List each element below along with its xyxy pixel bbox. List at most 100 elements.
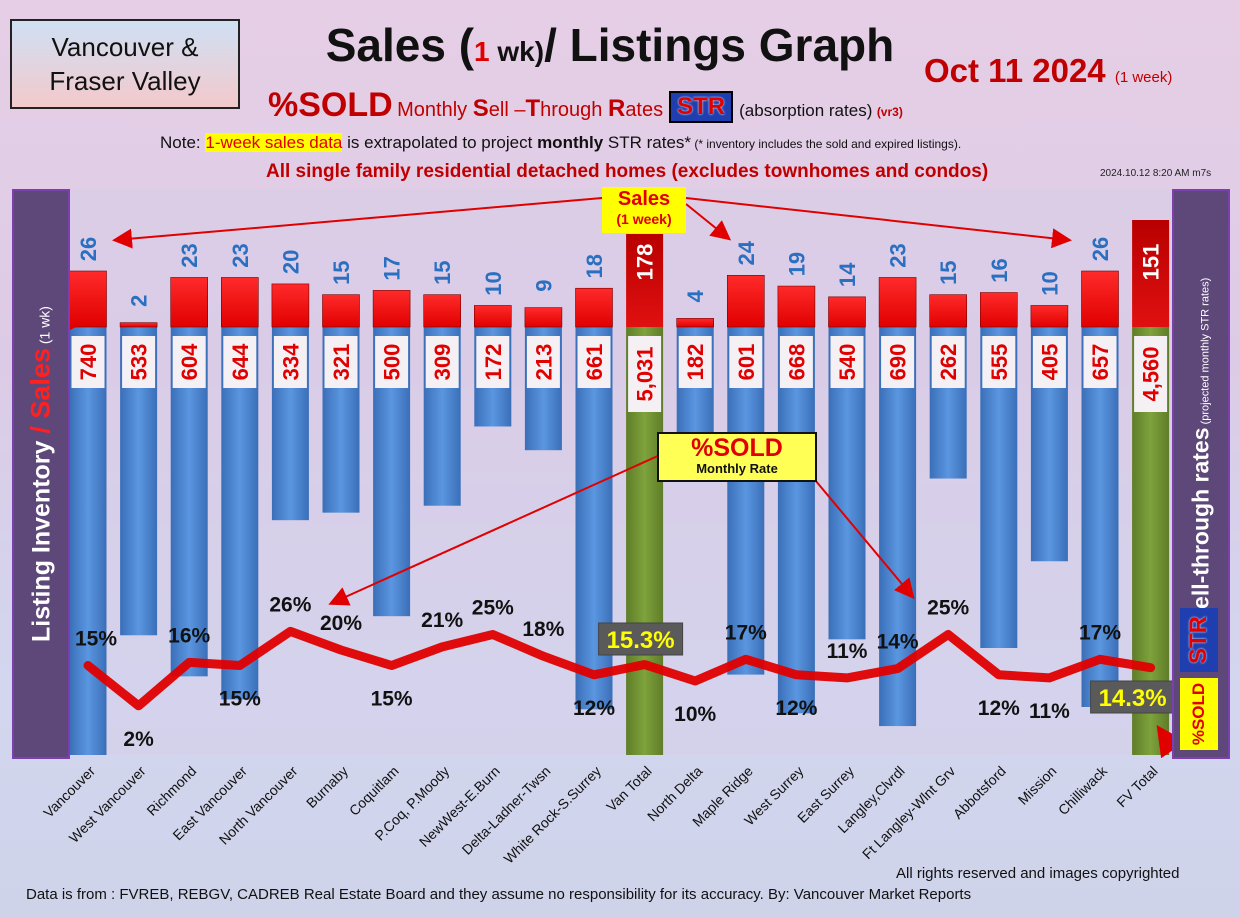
sales-bar [423,294,462,328]
rate-label: 11% [1029,700,1070,723]
sales-bar [271,283,310,328]
sales-bar [524,307,563,328]
listing-label-bg [425,336,459,388]
listing-label: 321 [329,344,354,381]
copyright: All rights reserved and images copyright… [896,865,1180,882]
absorption-text: (absorption rates) [739,101,873,120]
note-mid: is extrapolated to project [342,133,538,152]
source-line: Data is from : FVREB, REBGV, CADREB Real… [26,886,972,903]
right-sold-text: %SOLD [1189,682,1208,746]
rate-label: 12% [775,697,817,720]
right-str-text: STR [1185,616,1212,664]
right-axis-small: (projected monthly STR rates) [1199,277,1212,428]
listing-label-bg [1032,336,1066,388]
category-label: Ft Langley-Wlnt Grv [859,763,958,862]
note-after: STR rates* [603,133,692,152]
listing-label: 668 [784,344,809,381]
right-axis-band: Sell-through rates (projected monthly ST… [1172,189,1230,759]
listing-label-bg [122,336,156,388]
sales-label: 10 [1037,271,1062,295]
category-label: FV Total [1113,763,1160,810]
timestamp: 2024.10.12 8:20 AM m7s [1100,168,1212,179]
rate-label: 25% [927,597,969,620]
sales-label: 26 [76,237,101,261]
sales-label: 23 [886,243,911,267]
listing-label: 500 [380,344,405,381]
sales-bar [372,290,411,328]
left-axis-sales: Sales [25,348,56,419]
sales-label: 24 [734,240,759,265]
sales-bar [69,270,107,328]
rate-label: 25% [472,597,514,620]
listing-label-bg [931,336,965,388]
sales-label: 16 [987,258,1012,282]
listing-label: 604 [177,343,202,380]
listing-label: 405 [1037,344,1062,381]
sales-bar [626,234,664,327]
sales-bar [979,292,1018,328]
rate-line [83,626,1156,711]
listing-label-bg [678,336,712,388]
listing-label-bg [71,336,105,388]
listing-label-bg [577,336,611,388]
category-label: Mission [1015,763,1060,808]
callout-arrow [328,454,661,606]
page-title: Sales (1 wk)/ Listings Graph [300,18,920,72]
listing-label: 309 [430,344,455,381]
total-rate-box [598,622,684,656]
sales-label: 15 [329,260,354,284]
rate-label: 20% [320,612,362,635]
listing-label: 540 [835,344,860,381]
right-axis-main: Sell-through rates [1187,427,1214,625]
rates-5: hrough [540,99,608,121]
rate-label: 2% [123,728,154,751]
listing-bar [777,327,815,714]
sales-label: 19 [784,252,809,276]
note-small: (* inventory includes the sold and expir… [691,137,962,151]
sales-label: 23 [177,243,202,267]
listing-label: 262 [936,344,961,381]
sales-label: 178 [633,244,658,281]
listing-label: 533 [127,344,152,381]
rate-label: 15% [371,688,413,711]
sales-bar [676,318,715,328]
listing-label: 601 [734,344,759,381]
listing-label-bg [729,336,763,388]
sales-label: 20 [278,250,303,274]
sold-callout: %SOLD Monthly Rate [657,432,817,482]
left-axis-title: Listing Inventory / Sales (1 wk) [26,306,57,642]
listing-label-bg [273,336,307,388]
sales-bar [221,277,259,328]
left-axis-small: (1 wk) [36,306,53,349]
sales-label: 4 [683,290,708,303]
sales-label: 9 [531,279,556,291]
note-bold: monthly [537,133,604,152]
rate-label: 21% [421,609,463,632]
listing-label-bg [830,336,864,388]
listing-label-bg [1134,336,1168,412]
rate-label: 11% [827,640,868,663]
sales-bar [726,275,765,328]
left-axis-slash: / [25,418,56,434]
rate-label: 17% [725,621,767,644]
listing-label: 661 [582,344,607,381]
callout-arrow [685,203,732,241]
note-prefix: Note: [160,133,206,152]
sales-label: 18 [582,254,607,278]
listing-label-bg [324,336,358,388]
callout-arrow [112,197,603,249]
right-sold-badge: %SOLD [1180,678,1218,750]
listing-label-bg [526,336,560,388]
subtitle: %SOLD Monthly Sell –Through Rates STR (abs… [268,86,903,125]
listing-label: 690 [886,344,911,381]
sales-label: 10 [481,271,506,295]
sales-bar [170,277,208,328]
listing-bar [1081,327,1119,707]
rates-2: S [472,95,489,122]
listing-bar [69,327,107,755]
callout-arrow [685,197,1072,249]
sales-bar [1030,305,1069,328]
rate-label: 15% [75,628,117,651]
title-part1: Sales ( [325,19,475,71]
rate-label: 12% [978,697,1020,720]
